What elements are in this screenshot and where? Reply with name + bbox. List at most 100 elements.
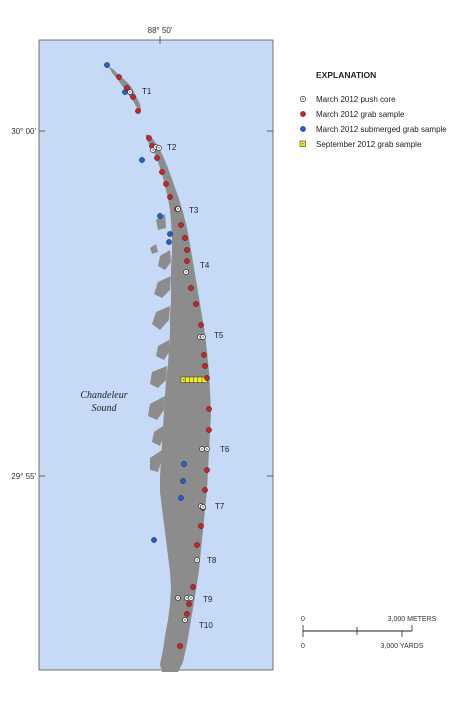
transect-label-t3: T3 bbox=[189, 206, 199, 215]
grab-sample-marker bbox=[177, 643, 183, 649]
push-core-marker-center bbox=[184, 619, 186, 621]
transect-label-t7: T7 bbox=[215, 502, 225, 511]
push-core-marker-center bbox=[186, 597, 188, 599]
grab-symbol-icon bbox=[300, 111, 306, 117]
grab-sample-marker bbox=[154, 155, 160, 161]
submerged-symbol-icon bbox=[300, 126, 306, 132]
grab-sample-marker bbox=[163, 181, 169, 187]
push-core-marker-center bbox=[177, 597, 179, 599]
push-core-marker-center bbox=[201, 448, 203, 450]
push-core-marker-center bbox=[177, 208, 179, 210]
submerged-grab-sample-marker bbox=[180, 478, 186, 484]
marsh-lobe bbox=[150, 450, 162, 472]
grab-sample-marker bbox=[178, 222, 184, 228]
transect-label-t10: T10 bbox=[199, 621, 213, 630]
scale-bar: 0 3,000 METERS 0 3,000 YARDS bbox=[301, 616, 437, 650]
legend-item-submerged: March 2012 submerged grab sample bbox=[300, 125, 447, 134]
transect-label-t4: T4 bbox=[200, 261, 210, 270]
legend-label-submerged: March 2012 submerged grab sample bbox=[316, 125, 447, 134]
push-core-marker-center bbox=[206, 448, 208, 450]
transect-labels: T1 T2 T3 T4 T5 T6 T7 T8 T9 T10 bbox=[142, 87, 230, 630]
grab-sample-marker bbox=[124, 85, 130, 91]
submerged-grab-sample-marker bbox=[139, 157, 145, 163]
scale-yards-label: 3,000 YARDS bbox=[381, 643, 424, 650]
grab-sample-marker bbox=[201, 352, 207, 358]
september-grab-samples bbox=[180, 376, 208, 383]
marsh-lobe bbox=[156, 214, 166, 230]
submerged-grab-sample-marker bbox=[166, 239, 172, 245]
grab-sample-marker bbox=[204, 375, 210, 381]
legend-item-september: September 2012 grab sample bbox=[299, 140, 422, 149]
submerged-grab-sample-marker bbox=[157, 213, 163, 219]
marsh-islet bbox=[150, 244, 158, 254]
legend-label-grab: March 2012 grab sample bbox=[316, 110, 405, 119]
grab-sample-marker bbox=[193, 301, 199, 307]
latitude-label-south: 29° 55' bbox=[11, 472, 36, 481]
grab-sample-marker bbox=[202, 487, 208, 493]
push-core-marker-center bbox=[202, 506, 204, 508]
marsh-lobe bbox=[150, 366, 167, 388]
grab-sample-marker bbox=[194, 542, 200, 548]
push-core-marker-center bbox=[202, 336, 204, 338]
submerged-grab-sample-marker bbox=[178, 495, 184, 501]
legend-title: EXPLANATION bbox=[316, 70, 376, 80]
marsh-lobe bbox=[152, 306, 170, 330]
grab-sample-marker bbox=[204, 467, 210, 473]
grab-sample-marker bbox=[135, 108, 141, 114]
push-core-marker-center bbox=[196, 559, 198, 561]
marsh-lobe bbox=[156, 340, 169, 360]
submerged-grab-sample-marker bbox=[104, 62, 110, 68]
grab-sample-marker bbox=[146, 135, 152, 141]
scale-zero-meters: 0 bbox=[301, 616, 305, 623]
scale-meters-label: 3,000 METERS bbox=[388, 616, 437, 623]
push-core-marker-center bbox=[185, 271, 187, 273]
grab-sample-marker bbox=[188, 285, 194, 291]
water-body-label-line1: Chandeleur bbox=[80, 390, 127, 401]
grab-sample-marker bbox=[159, 169, 165, 175]
grab-sample-marker bbox=[182, 235, 188, 241]
legend-label-push-core: March 2012 push core bbox=[316, 95, 396, 104]
grab-sample-marker bbox=[206, 406, 212, 412]
transect-label-t2: T2 bbox=[167, 143, 177, 152]
island-main-body bbox=[146, 134, 211, 672]
grab-sample-marker bbox=[190, 584, 196, 590]
legend-item-grab: March 2012 grab sample bbox=[300, 110, 405, 119]
grab-sample-marker bbox=[116, 74, 122, 80]
grab-sample-marker bbox=[186, 601, 192, 607]
marsh-lobe bbox=[148, 396, 165, 420]
water-body-label-line2: Sound bbox=[92, 403, 118, 414]
grab-sample-marker bbox=[198, 322, 204, 328]
grab-sample-marker bbox=[130, 94, 136, 100]
longitude-label: 88° 50' bbox=[148, 26, 173, 35]
submerged-grab-sample-marker bbox=[151, 537, 157, 543]
push-core-marker-center bbox=[152, 149, 154, 151]
september-grab-sample-center bbox=[183, 379, 185, 381]
september-symbol-dot bbox=[302, 143, 304, 145]
transect-label-t8: T8 bbox=[207, 556, 217, 565]
push-core-marker-center bbox=[190, 597, 192, 599]
marsh-lobe bbox=[152, 426, 163, 446]
grab-sample-marker bbox=[167, 194, 173, 200]
grab-sample-marker bbox=[202, 363, 208, 369]
transect-label-t6: T6 bbox=[220, 445, 230, 454]
grab-sample-marker bbox=[184, 258, 190, 264]
push-core-samples bbox=[127, 89, 210, 623]
push-core-symbol-dot bbox=[302, 98, 304, 100]
scale-zero-yards: 0 bbox=[301, 643, 305, 650]
marsh-lobe bbox=[154, 276, 171, 298]
submerged-grab-sample-marker bbox=[181, 461, 187, 467]
grab-sample-marker bbox=[206, 427, 212, 433]
transect-label-t1: T1 bbox=[142, 87, 152, 96]
push-core-marker-center bbox=[129, 91, 131, 93]
legend: EXPLANATION March 2012 push core March 2… bbox=[299, 70, 447, 149]
push-core-marker-center bbox=[158, 147, 160, 149]
submerged-grab-sample-marker bbox=[167, 231, 173, 237]
water-area bbox=[38, 39, 274, 671]
legend-item-push-core: March 2012 push core bbox=[300, 95, 396, 104]
marsh-lobe bbox=[158, 250, 171, 270]
transect-label-t5: T5 bbox=[214, 331, 224, 340]
grab-sample-marker bbox=[198, 523, 204, 529]
transect-label-t9: T9 bbox=[203, 595, 213, 604]
grab-sample-marker bbox=[184, 247, 190, 253]
grab-sample-marker bbox=[184, 611, 190, 617]
